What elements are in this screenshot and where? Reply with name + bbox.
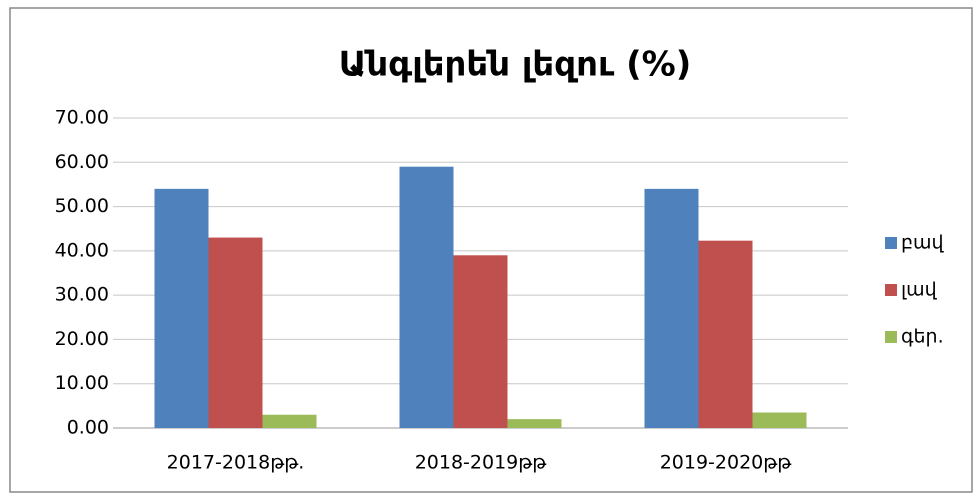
bar — [399, 166, 454, 428]
y-tick-label: 30.00 — [55, 284, 109, 306]
legend-swatch — [885, 237, 897, 249]
bar — [752, 412, 807, 428]
y-tick-label: 10.00 — [55, 372, 109, 394]
legend-swatch — [885, 331, 897, 343]
bar — [507, 419, 562, 428]
legend-label: լավ — [901, 279, 938, 301]
y-tick-label: 0.00 — [67, 417, 109, 439]
x-tick-label: 2017-2018թթ. — [167, 452, 305, 474]
y-tick-label: 50.00 — [55, 195, 109, 217]
y-tick-label: 70.00 — [55, 107, 109, 129]
y-tick-label: 20.00 — [55, 328, 109, 350]
legend-swatch — [885, 284, 897, 296]
y-tick-label: 40.00 — [55, 239, 109, 261]
legend-label: գեր. — [901, 326, 944, 348]
bar — [644, 188, 699, 428]
bar — [262, 414, 317, 428]
x-tick-label: 2018-2019թթ — [415, 452, 548, 474]
legend-label: բավ — [901, 232, 945, 254]
x-tick-label: 2019-2020թթ — [660, 452, 793, 474]
bar — [698, 240, 753, 428]
bar — [208, 237, 263, 428]
bar — [154, 188, 209, 428]
y-tick-label: 60.00 — [55, 151, 109, 173]
bar — [453, 255, 508, 428]
chart-title: Անգլերեն լեզու (%) — [339, 45, 691, 85]
